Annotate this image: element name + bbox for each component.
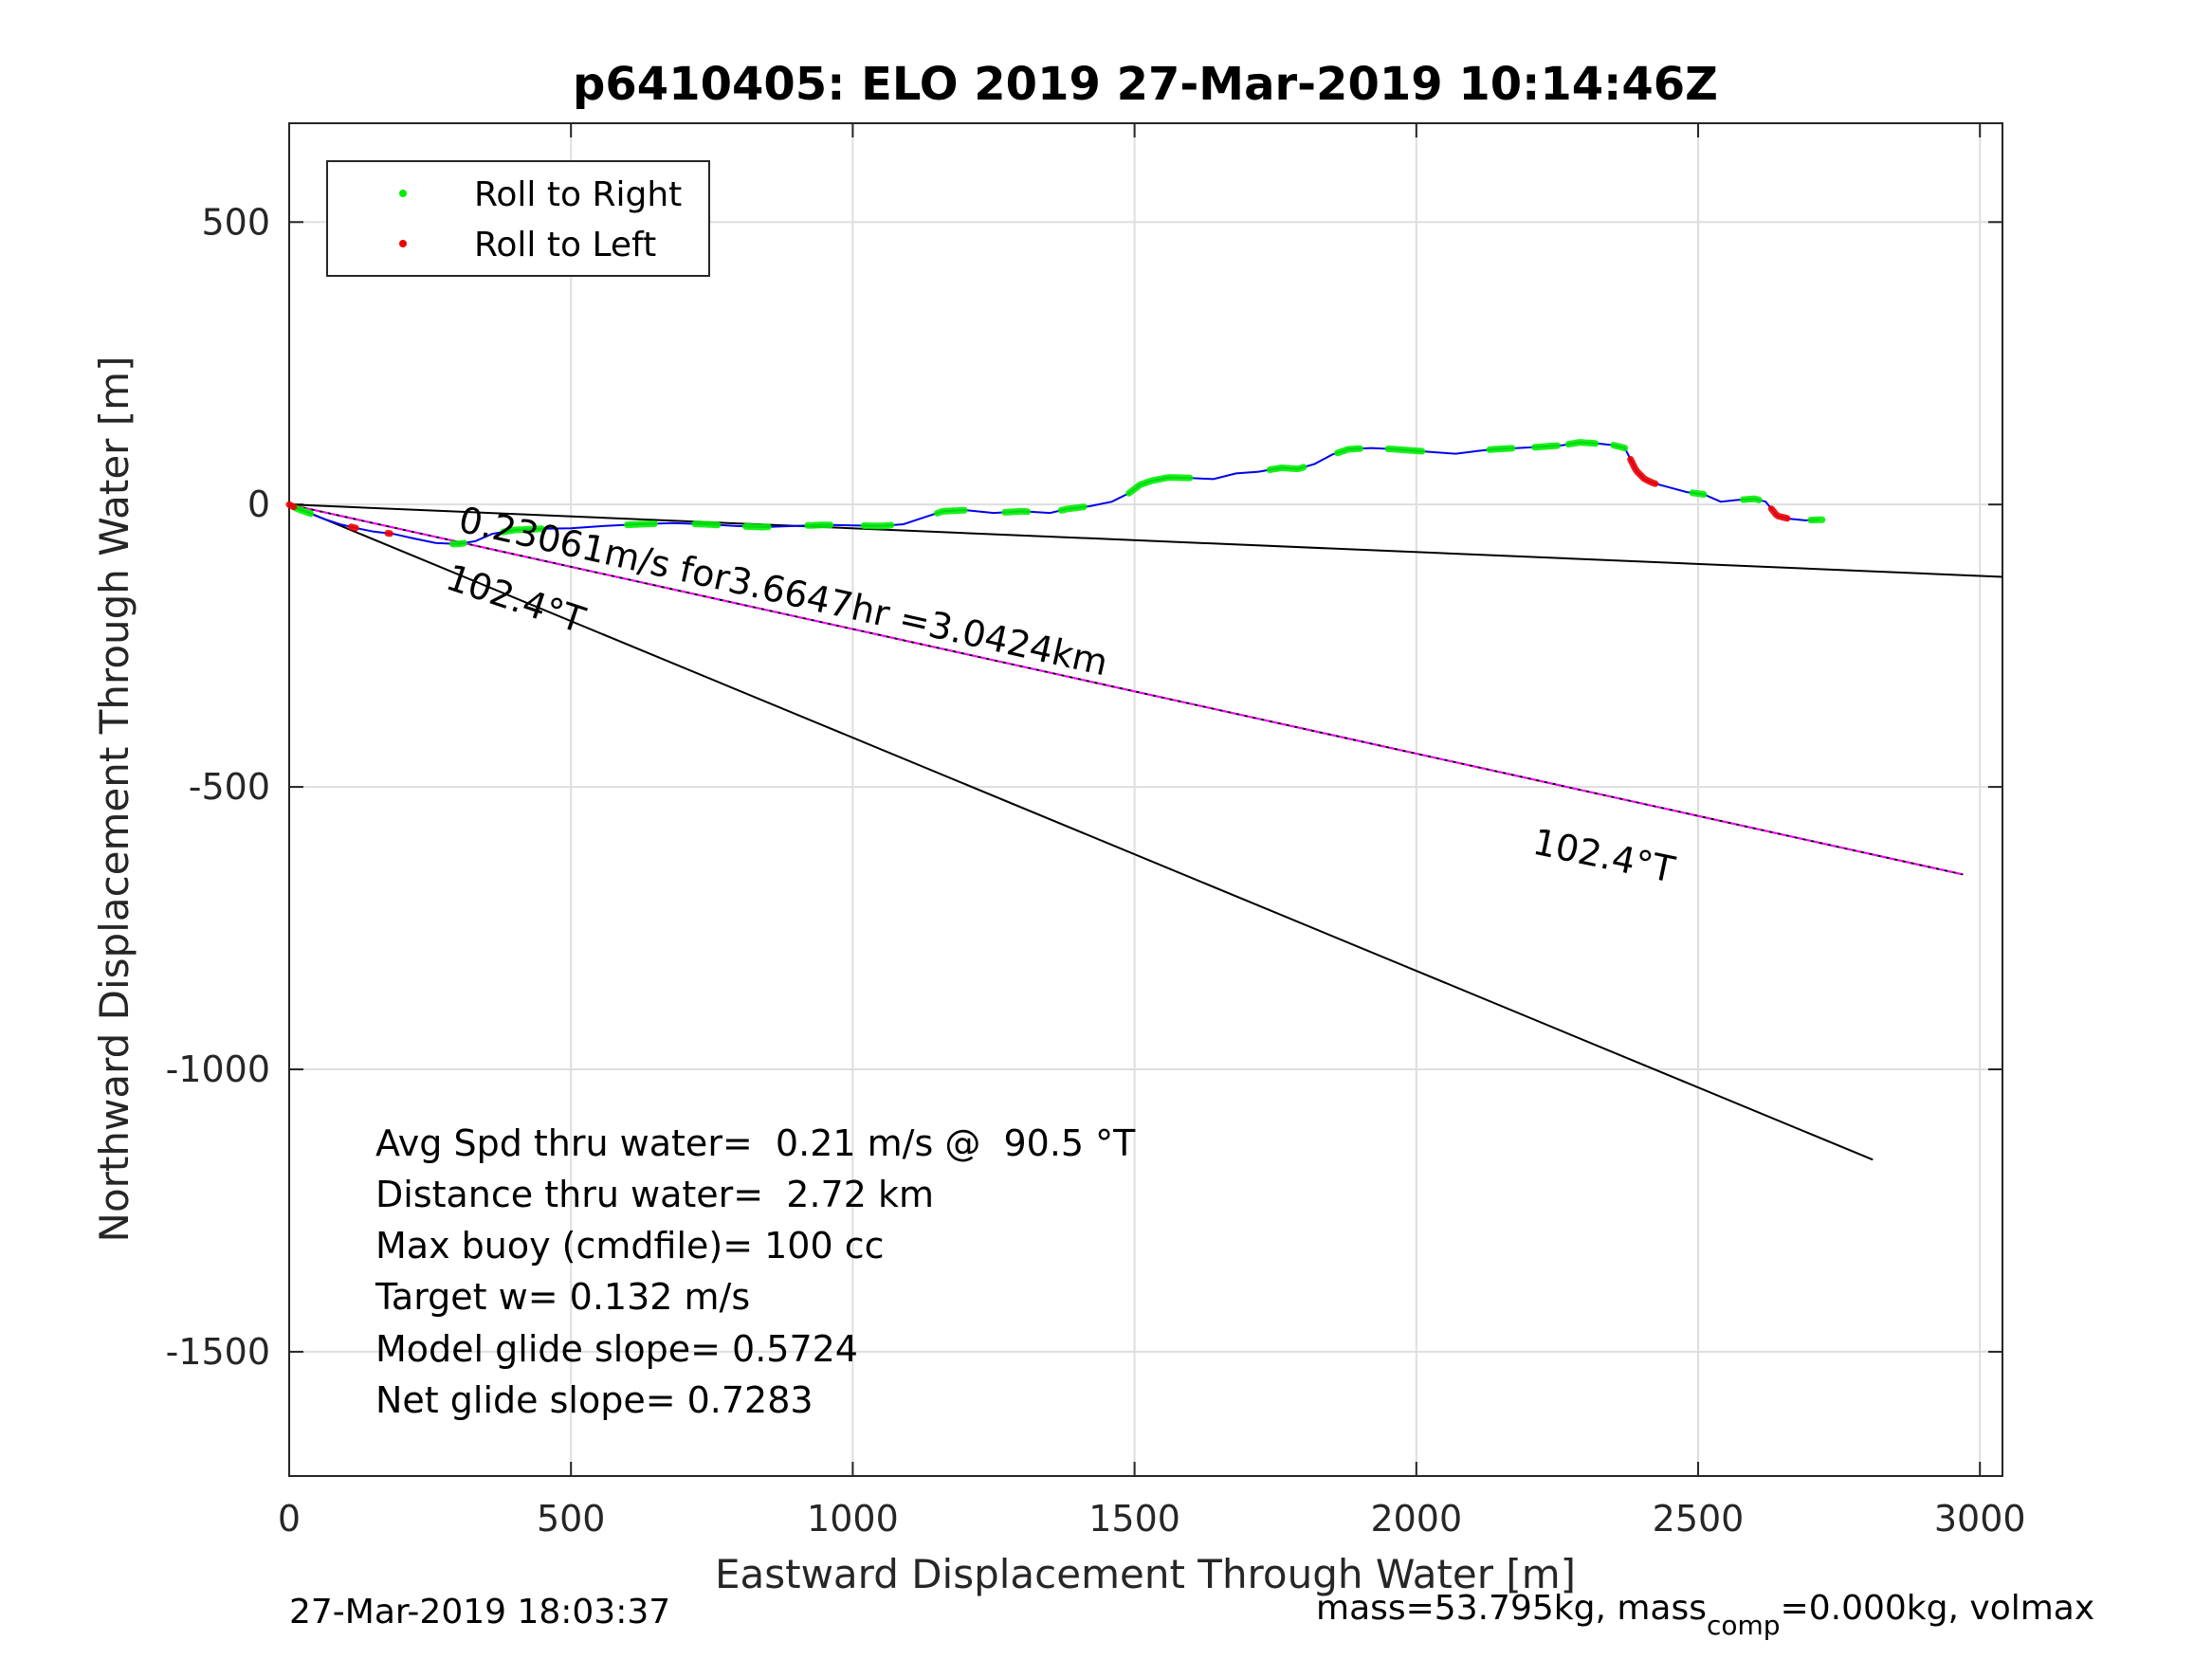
roll-left-segment: [285, 501, 298, 511]
roll-right-segment: [860, 521, 895, 530]
footer-timestamp: 27-Mar-2019 18:03:37: [289, 1593, 670, 1632]
roll-left-segment: [1767, 505, 1791, 522]
grid-lines: [288, 123, 2002, 1476]
stat-distance: Distance thru water= 2.72 km: [375, 1174, 934, 1215]
x-tick-label: 3000: [1934, 1498, 2026, 1540]
roll-right-segment: [1125, 474, 1194, 497]
legend-roll-left-marker: [399, 240, 407, 247]
legend: Roll to Right Roll to Left: [326, 160, 710, 277]
x-tick-label: 1000: [807, 1498, 899, 1540]
stat-target-w: Target w= 0.132 m/s: [375, 1276, 750, 1318]
x-axis-label: Eastward Displacement Through Water [m]: [715, 1551, 1576, 1597]
footer-mass-sub: comp: [1707, 1610, 1781, 1641]
x-tick-label: 2000: [1370, 1498, 1462, 1540]
roll-right-segment: [1384, 446, 1426, 455]
roll-right-segment: [448, 539, 467, 548]
y-tick-label: -1500: [166, 1331, 270, 1373]
roll-right-segment: [804, 521, 834, 529]
footer-mass-prefix: mass=53.795kg, mass: [1316, 1589, 1707, 1628]
line-annotation: 102.4°T: [441, 556, 591, 642]
axis-ticks: 0 500 1000 1500 2000 2500 3000 500 0 -500 -1000 -15…: [166, 123, 2026, 1540]
x-tick-label: 2500: [1653, 1498, 1745, 1540]
roll-right-segment: [691, 520, 722, 529]
x-tick-label: 1500: [1088, 1498, 1180, 1540]
y-tick-label: 500: [201, 201, 270, 243]
roll-right-segment: [1564, 439, 1600, 448]
stat-avg-speed: Avg Spd thru water= 0.21 m/s @ 90.5 °T: [375, 1122, 1136, 1164]
roll-right-segment: [624, 520, 658, 529]
stats-block: Avg Spd thru water= 0.21 m/s @ 90.5 °T D…: [375, 1122, 1136, 1421]
x-tick-label: 500: [537, 1498, 606, 1540]
reference-line: [288, 503, 1874, 1161]
y-axis-label: Northward Displacement Through Water [m]: [91, 356, 137, 1243]
roll-right-segment: [934, 506, 968, 517]
roll-right-segment: [1001, 507, 1032, 516]
reference-line: [288, 503, 2003, 578]
line-annotations: 0.23061m/s for3.6647hr =3.0424km102.4°T1…: [441, 499, 1679, 891]
roll-right-segment: [1334, 445, 1363, 457]
roll-right-segment: [1266, 464, 1307, 473]
roll-right-segment: [742, 522, 772, 531]
chart-title: p6410405: ELO 2019 27-Mar-2019 10:14:46Z: [573, 58, 1718, 111]
roll-right-segment: [1486, 445, 1516, 453]
roll-right-segment: [1610, 442, 1629, 452]
current-overlay-line: [288, 503, 1964, 876]
roll-right-segment: [291, 503, 315, 518]
legend-roll-left-label: Roll to Left: [474, 226, 656, 264]
stat-model-glide-slope: Model glide slope= 0.5724: [375, 1328, 858, 1370]
y-tick-label: -500: [189, 766, 270, 808]
roll-right-segment: [1689, 489, 1708, 498]
line-annotation: 102.4°T: [1529, 821, 1679, 891]
plot-area-frame: [288, 122, 2003, 1477]
legend-roll-right-label: Roll to Right: [474, 175, 682, 214]
roll-right-segment: [1740, 495, 1763, 503]
legend-box: [326, 160, 710, 277]
x-tick-label: 0: [278, 1498, 301, 1540]
roll-left-segment: [347, 523, 359, 532]
roll-right-segment: [500, 525, 545, 536]
y-tick-label: -1000: [166, 1048, 270, 1090]
roll-left-segment: [1627, 456, 1659, 487]
footer-mass: mass=53.795kg, masscomp=0.000kg, volmax: [1316, 1589, 2094, 1641]
roll-right-segment: [1531, 442, 1561, 451]
reference-lines: [288, 503, 2003, 1161]
stat-max-buoy: Max buoy (cmdfile)= 100 cc: [375, 1225, 885, 1267]
y-tick-label: 0: [247, 483, 270, 525]
footer-mass-suffix: =0.000kg, volmax: [1781, 1589, 2095, 1628]
legend-roll-right-marker: [399, 190, 407, 197]
track-series: [285, 439, 1826, 548]
stat-net-glide-slope: Net glide slope= 0.7283: [375, 1379, 814, 1421]
roll-right-segment: [1057, 503, 1088, 514]
